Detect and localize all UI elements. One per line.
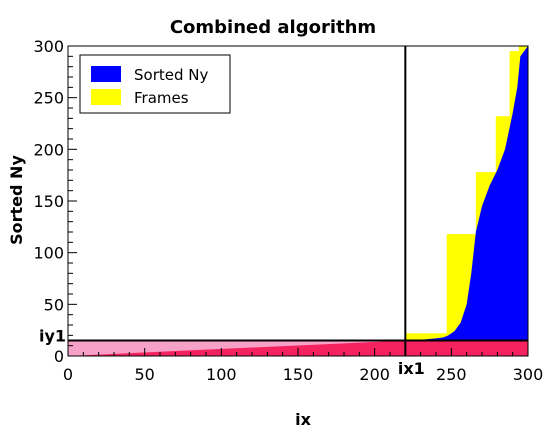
legend-label-frames: Frames: [134, 89, 189, 107]
x-tick-label: 100: [206, 365, 237, 384]
marker-lines: [68, 46, 528, 356]
legend: Sorted Ny Frames: [79, 54, 231, 114]
x-tick-label: 300: [513, 365, 544, 384]
x-tick-label: 0: [63, 365, 73, 384]
x-axis-label: ix: [295, 410, 311, 429]
x-tick-label: 50: [134, 365, 154, 384]
chart-title: Combined algorithm: [170, 17, 376, 38]
legend-swatch-frames: [91, 89, 121, 105]
y-tick-label: 0: [54, 347, 64, 366]
x-tick-label: 150: [283, 365, 314, 384]
iy1-label: iy1: [39, 327, 66, 346]
ix1-label: ix1: [398, 359, 425, 378]
y-axis-label: Sorted Ny: [7, 155, 26, 245]
x-tick-label: 250: [436, 365, 467, 384]
y-tick-label: 200: [33, 140, 64, 159]
y-tick-label: 100: [33, 244, 64, 263]
legend-label-sorted-ny: Sorted Ny: [134, 66, 208, 84]
x-tick-label: 200: [359, 365, 390, 384]
y-tick-label: 300: [33, 37, 64, 56]
y-tick-label: 50: [44, 295, 64, 314]
sorted-ny-area: [68, 46, 528, 356]
y-tick-label: 250: [33, 89, 64, 108]
y-tick-label: 150: [33, 192, 64, 211]
legend-swatch-sorted-ny: [91, 66, 121, 82]
axes: 0 50 100 150 200 250 300 0 50 100 150 200 250 300 ix1 i…: [33, 37, 543, 384]
